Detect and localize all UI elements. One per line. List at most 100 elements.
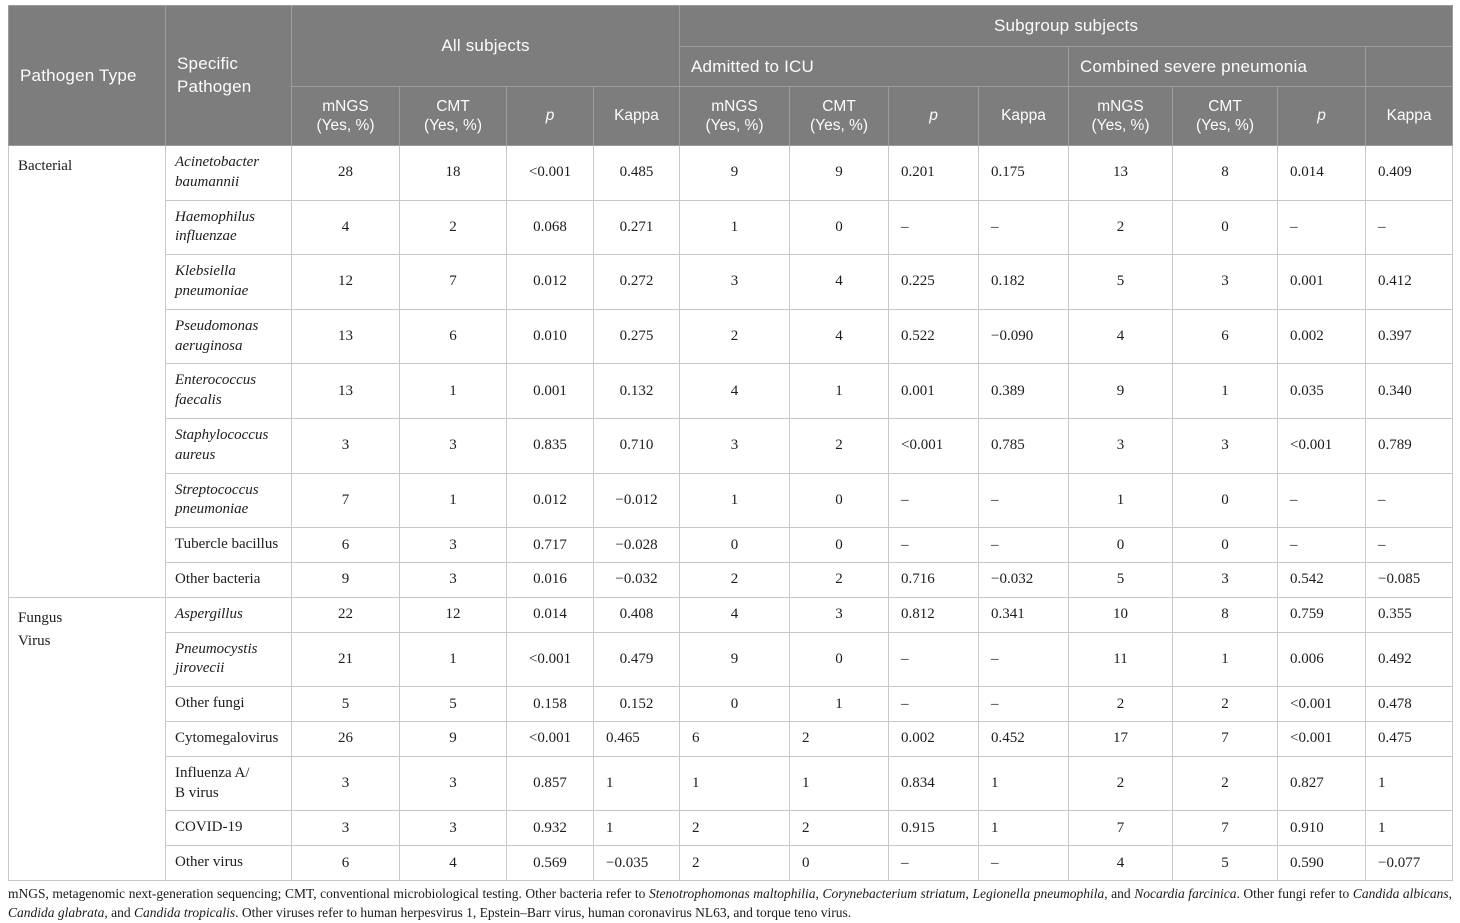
value-cell: 1 — [399, 631, 507, 688]
value-cell: 4 — [789, 308, 890, 365]
value-cell: 0.717 — [506, 527, 594, 563]
value-cell: 0.006 — [1277, 631, 1367, 688]
value-cell: 7 — [1068, 810, 1174, 847]
value-cell: 2 — [789, 561, 890, 598]
value-cell: – — [978, 199, 1070, 256]
specific-pathogen-cell: Other bacteria — [165, 561, 292, 598]
value-cell: 4 — [1068, 308, 1174, 365]
value-cell: 4 — [679, 596, 791, 633]
value-cell: 0.542 — [1277, 561, 1367, 598]
pathogen-type-cell: Bacterial — [8, 145, 166, 598]
value-cell: 0.812 — [888, 596, 980, 633]
header-pathogen-type: Pathogen Type — [8, 5, 166, 146]
value-cell: 9 — [291, 561, 400, 598]
value-cell: 4 — [679, 363, 791, 419]
value-cell: 3 — [399, 417, 507, 474]
value-cell: 1 — [1068, 472, 1174, 529]
value-cell: 0.132 — [592, 363, 681, 419]
value-cell: 2 — [1172, 755, 1279, 812]
table-row: Other bacteria 9 3 0.016 −0.032 2 2 0.716 −0.032… — [9, 561, 1454, 598]
value-cell: 4 — [789, 254, 890, 310]
value-cell: 6 — [679, 720, 791, 757]
table-row: Other fungi 5 5 0.158 0.152 0 1– –2 2 <0.001 0.478 — [9, 686, 1454, 722]
col-header-p-all: p — [506, 86, 594, 146]
value-cell: 5 — [399, 686, 507, 722]
table-row: Haemophilus influenzae 4 2 0.068 0.271 1 0– –2 0… — [9, 199, 1454, 256]
value-cell: 8 — [1172, 596, 1279, 633]
value-cell: 0.001 — [506, 363, 594, 419]
value-cell: – — [888, 199, 980, 256]
specific-pathogen-cell: Other virus — [165, 845, 292, 881]
value-cell: 3 — [291, 755, 400, 812]
table-header: Pathogen Type Specific Pathogen All subj… — [8, 5, 1454, 146]
value-cell: 0.014 — [1277, 145, 1367, 201]
value-cell: 0.492 — [1365, 631, 1454, 688]
specific-pathogen-cell: Aspergillus — [165, 596, 292, 633]
value-cell: 0.785 — [978, 417, 1070, 474]
table-row: COVID-19 3 3 0.932 1 2 2 0.915 1 7 7 0.910 1 — [9, 810, 1454, 847]
value-cell: 0.475 — [1365, 720, 1454, 757]
value-cell: 4 — [1068, 845, 1174, 881]
specific-pathogen-cell: Klebsiella pneumoniae — [165, 254, 292, 310]
value-cell: 0.827 — [1277, 755, 1367, 812]
table-row: Enterococcus faecalis 13 1 0.001 0.132 4 1 0.00… — [9, 363, 1454, 419]
value-cell: – — [978, 527, 1070, 563]
value-cell: 6 — [291, 527, 400, 563]
value-cell: 0 — [679, 527, 791, 563]
value-cell: <0.001 — [1277, 417, 1367, 474]
value-cell: 5 — [291, 686, 400, 722]
specific-pathogen-cell: Influenza A/ B virus — [165, 755, 292, 812]
value-cell: – — [978, 845, 1070, 881]
col-header-mngs-all: mNGS (Yes, %) — [291, 86, 400, 146]
value-cell: 0.272 — [592, 254, 681, 310]
value-cell: 1 — [399, 472, 507, 529]
value-cell: 1 — [592, 810, 681, 847]
value-cell: 1 — [978, 755, 1070, 812]
value-cell: −0.028 — [592, 527, 681, 563]
value-cell: 3 — [399, 810, 507, 847]
table-row: Staphylococcus aureus 3 3 0.835 0.710 3 2 <0.00… — [9, 417, 1454, 474]
value-cell: 13 — [291, 363, 400, 419]
value-cell: 7 — [399, 254, 507, 310]
value-cell: 9 — [399, 720, 507, 757]
value-cell: 0.341 — [978, 596, 1070, 633]
table-row: Tubercle bacillus 6 3 0.717 −0.028 0 0– –0 0– – — [9, 527, 1454, 563]
value-cell: – — [978, 686, 1070, 722]
value-cell: – — [1277, 527, 1367, 563]
value-cell: 0.465 — [592, 720, 681, 757]
value-cell: 0.182 — [978, 254, 1070, 310]
value-cell: 1 — [789, 363, 890, 419]
value-cell: 2 — [1068, 686, 1174, 722]
value-cell: 4 — [399, 845, 507, 881]
value-cell: 0.340 — [1365, 363, 1454, 419]
header-specific-pathogen: Specific Pathogen — [165, 5, 292, 146]
table-row: Other virus 6 4 0.569 −0.035 2 0– –4 5 0.590 −0.07… — [9, 845, 1454, 881]
value-cell: – — [888, 527, 980, 563]
value-cell: 2 — [1068, 755, 1174, 812]
value-cell: 3 — [1172, 254, 1279, 310]
value-cell: 0 — [1172, 472, 1279, 529]
value-cell: 0.010 — [506, 308, 594, 365]
value-cell: 0.710 — [592, 417, 681, 474]
specific-pathogen-cell: Haemophilus influenzae — [165, 199, 292, 256]
value-cell: 1 — [1172, 363, 1279, 419]
value-cell: 0.012 — [506, 472, 594, 529]
value-cell: 4 — [291, 199, 400, 256]
header-admitted-to-icu: Admitted to ICU — [679, 46, 1070, 87]
value-cell: <0.001 — [888, 417, 980, 474]
value-cell: 0 — [789, 631, 890, 688]
value-cell: 1 — [1365, 810, 1454, 847]
specific-pathogen-cell: Pneumocystis jirovecii — [165, 631, 292, 688]
value-cell: 28 — [291, 145, 400, 201]
value-cell: 3 — [1068, 417, 1174, 474]
col-header-kappa-all: Kappa — [592, 86, 681, 146]
header-combined-severe-pneumonia: Combined severe pneumonia — [1068, 46, 1367, 87]
value-cell: 0.068 — [506, 199, 594, 256]
col-header-kappa-icu: Kappa — [978, 86, 1070, 146]
value-cell: 2 — [679, 810, 791, 847]
value-cell: −0.032 — [592, 561, 681, 598]
value-cell: 0.355 — [1365, 596, 1454, 633]
value-cell: −0.012 — [592, 472, 681, 529]
value-cell: 1 — [399, 363, 507, 419]
